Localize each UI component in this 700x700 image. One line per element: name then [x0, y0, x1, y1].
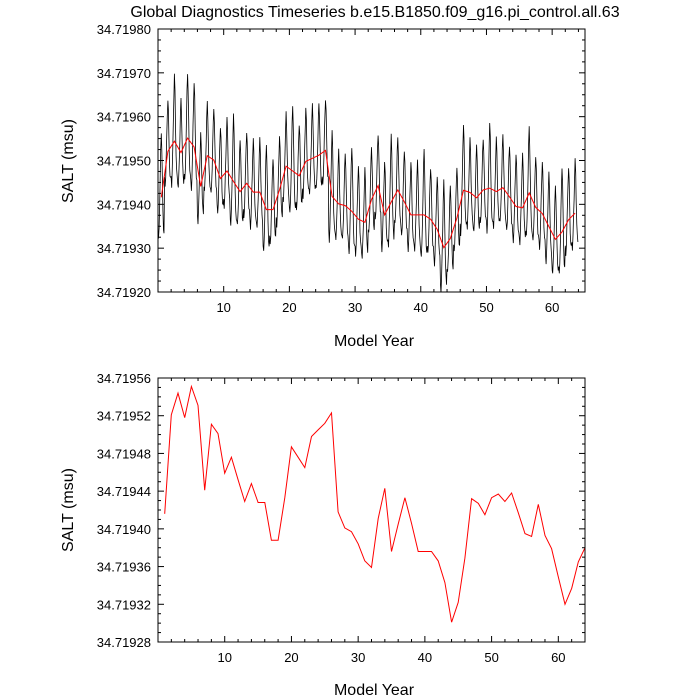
- panel1-x-axis-label: Model Year: [334, 333, 415, 350]
- annual-mean-salt-line: [160, 137, 576, 249]
- chart-title: Global Diagnostics Timeseries b.e15.B185…: [130, 4, 619, 21]
- x-tick-label: 30: [348, 300, 362, 315]
- panel1-y-tick-labels: 34.71920 34.71930 34.71940 34.71950 34.71960…: [97, 22, 151, 300]
- panel1-series: [158, 73, 579, 292]
- monthly-timeseries-panel: 34.71920 34.71930 34.71940 34.71950 34.71960…: [60, 22, 586, 350]
- y-tick-label: 34.71936: [97, 560, 151, 575]
- x-tick-label: 30: [351, 650, 365, 665]
- panel2-y-axis-label: SALT (msu): [60, 468, 77, 552]
- panel1-x-tick-labels: 10 20 30 40 50 60: [216, 300, 559, 315]
- y-tick-label: 34.71950: [97, 154, 151, 169]
- x-tick-label: 20: [282, 300, 296, 315]
- panel1-y-axis-label: SALT (msu): [60, 119, 77, 203]
- monthly-salt-line: [158, 73, 579, 292]
- x-tick-label: 60: [551, 650, 565, 665]
- panel2-x-axis-label: Model Year: [334, 682, 415, 699]
- annual-mean-panel: 34.71928 34.71932 34.71936 34.71940 34.71944…: [60, 371, 586, 699]
- y-tick-label: 34.71920: [97, 285, 151, 300]
- y-tick-label: 34.71960: [97, 110, 151, 125]
- panel2-plot-frame: [157, 377, 586, 643]
- annual-mean-salt-line: [164, 384, 585, 623]
- x-tick-label: 20: [284, 650, 298, 665]
- x-tick-label: 60: [545, 300, 559, 315]
- y-tick-label: 34.71932: [97, 597, 151, 612]
- x-tick-label: 50: [484, 650, 498, 665]
- y-tick-label: 34.71952: [97, 409, 151, 424]
- y-tick-label: 34.71948: [97, 446, 151, 461]
- panel1-tick-marks: [157, 28, 585, 293]
- x-tick-label: 50: [479, 300, 493, 315]
- panel1-plot-frame: [157, 28, 586, 293]
- y-tick-label: 34.71970: [97, 66, 151, 81]
- y-tick-label: 34.71980: [97, 22, 151, 37]
- y-tick-label: 34.71940: [97, 197, 151, 212]
- x-tick-label: 10: [216, 300, 230, 315]
- panel2-series: [164, 384, 585, 623]
- y-tick-label: 34.71928: [97, 635, 151, 650]
- panel2-tick-marks: [157, 377, 586, 643]
- x-tick-label: 40: [414, 300, 428, 315]
- x-tick-label: 40: [418, 650, 432, 665]
- y-tick-label: 34.71956: [97, 371, 151, 386]
- y-tick-label: 34.71944: [97, 484, 151, 499]
- x-tick-label: 10: [217, 650, 231, 665]
- panel2-x-tick-labels: 10 20 30 40 50 60: [217, 650, 565, 665]
- panel2-y-tick-labels: 34.71928 34.71932 34.71936 34.71940 34.71944…: [97, 371, 151, 650]
- y-tick-label: 34.71940: [97, 522, 151, 537]
- y-tick-label: 34.71930: [97, 241, 151, 256]
